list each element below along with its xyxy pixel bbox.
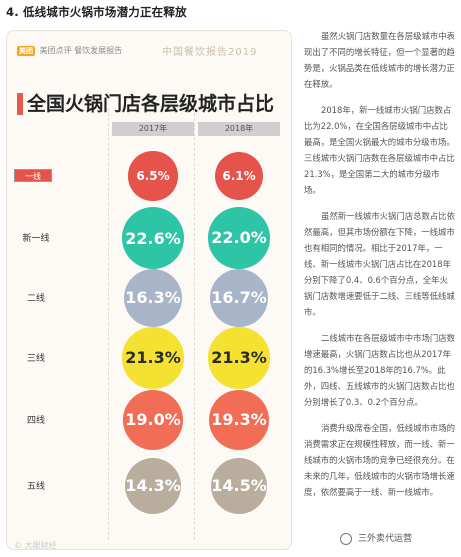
value-bubble: 16.3% [124,269,182,327]
value-bubble: 22.0% [208,207,270,269]
brand-line: 美团 美团点评 餐饮发展报告 [17,45,122,56]
article-paragraph: 2018年，新一线城市火锅门店数占比为22.0%，在全国各层级城市中占比最高，是… [304,105,455,195]
brand-sub: 餐饮发展报告 [74,46,123,55]
column-header: 2017年 [112,122,194,136]
article-paragraph: 二线城市在各层级城市中市场门店数增速最高，火锅门店数占比也从2017年的16.3… [304,333,455,407]
wechat-icon [340,533,352,545]
chart-title: 全国火锅门店各层级城市占比 [17,93,274,115]
column-divider [194,108,195,540]
value-bubble: 19.0% [123,390,183,450]
row-label: 三线 [26,354,45,364]
value-bubble: 21.3% [208,327,270,389]
value-bubble: 21.3% [122,327,184,389]
row-label: 五线 [26,482,45,492]
column-header: 2018年 [198,122,280,136]
value-bubble: 22.6% [122,207,184,269]
section-heading: 4. 低线城市火锅市场潜力正在释放 [6,5,187,19]
article-paragraph: 消费升级席卷全国，低线城市市场的消费需求正在规模性释放，而一线、新一线城市的火锅… [304,423,455,497]
value-bubble: 14.5% [210,457,268,515]
report-name: 中国餐饮报告2019 [162,47,258,58]
article-paragraph: 虽然火锅门店数量在各层级城市中表现出了不同的增长特征，但一个显著的趋势是，火锅品… [304,31,455,89]
watermark-left: © 大眼财经 [14,541,57,550]
row-label: 一线 [14,169,52,182]
brand-name: 美团点评 [39,46,72,55]
value-bubble: 6.5% [128,151,178,201]
value-bubble: 6.1% [214,151,264,201]
row-label: 二线 [26,294,45,304]
row-label: 新一线 [22,234,50,244]
row-label: 四线 [26,416,45,426]
value-bubble: 14.3% [124,457,182,515]
article-text: 虽然火锅门店数量在各层级城市中表现出了不同的增长特征，但一个显著的趋势是，火锅品… [304,28,456,510]
value-bubble: 16.7% [209,268,269,328]
column-divider [108,108,109,540]
article-paragraph: 虽然新一线城市火锅门店总数占比依然最高，但其市场份额在下降，一线城市也有相同的情… [304,211,455,317]
watermark-right: 三外卖代运营 [336,530,458,548]
meituan-logo: 美团 [17,46,35,56]
watermark-right-text: 三外卖代运营 [358,534,413,544]
value-bubble: 19.3% [209,390,269,450]
